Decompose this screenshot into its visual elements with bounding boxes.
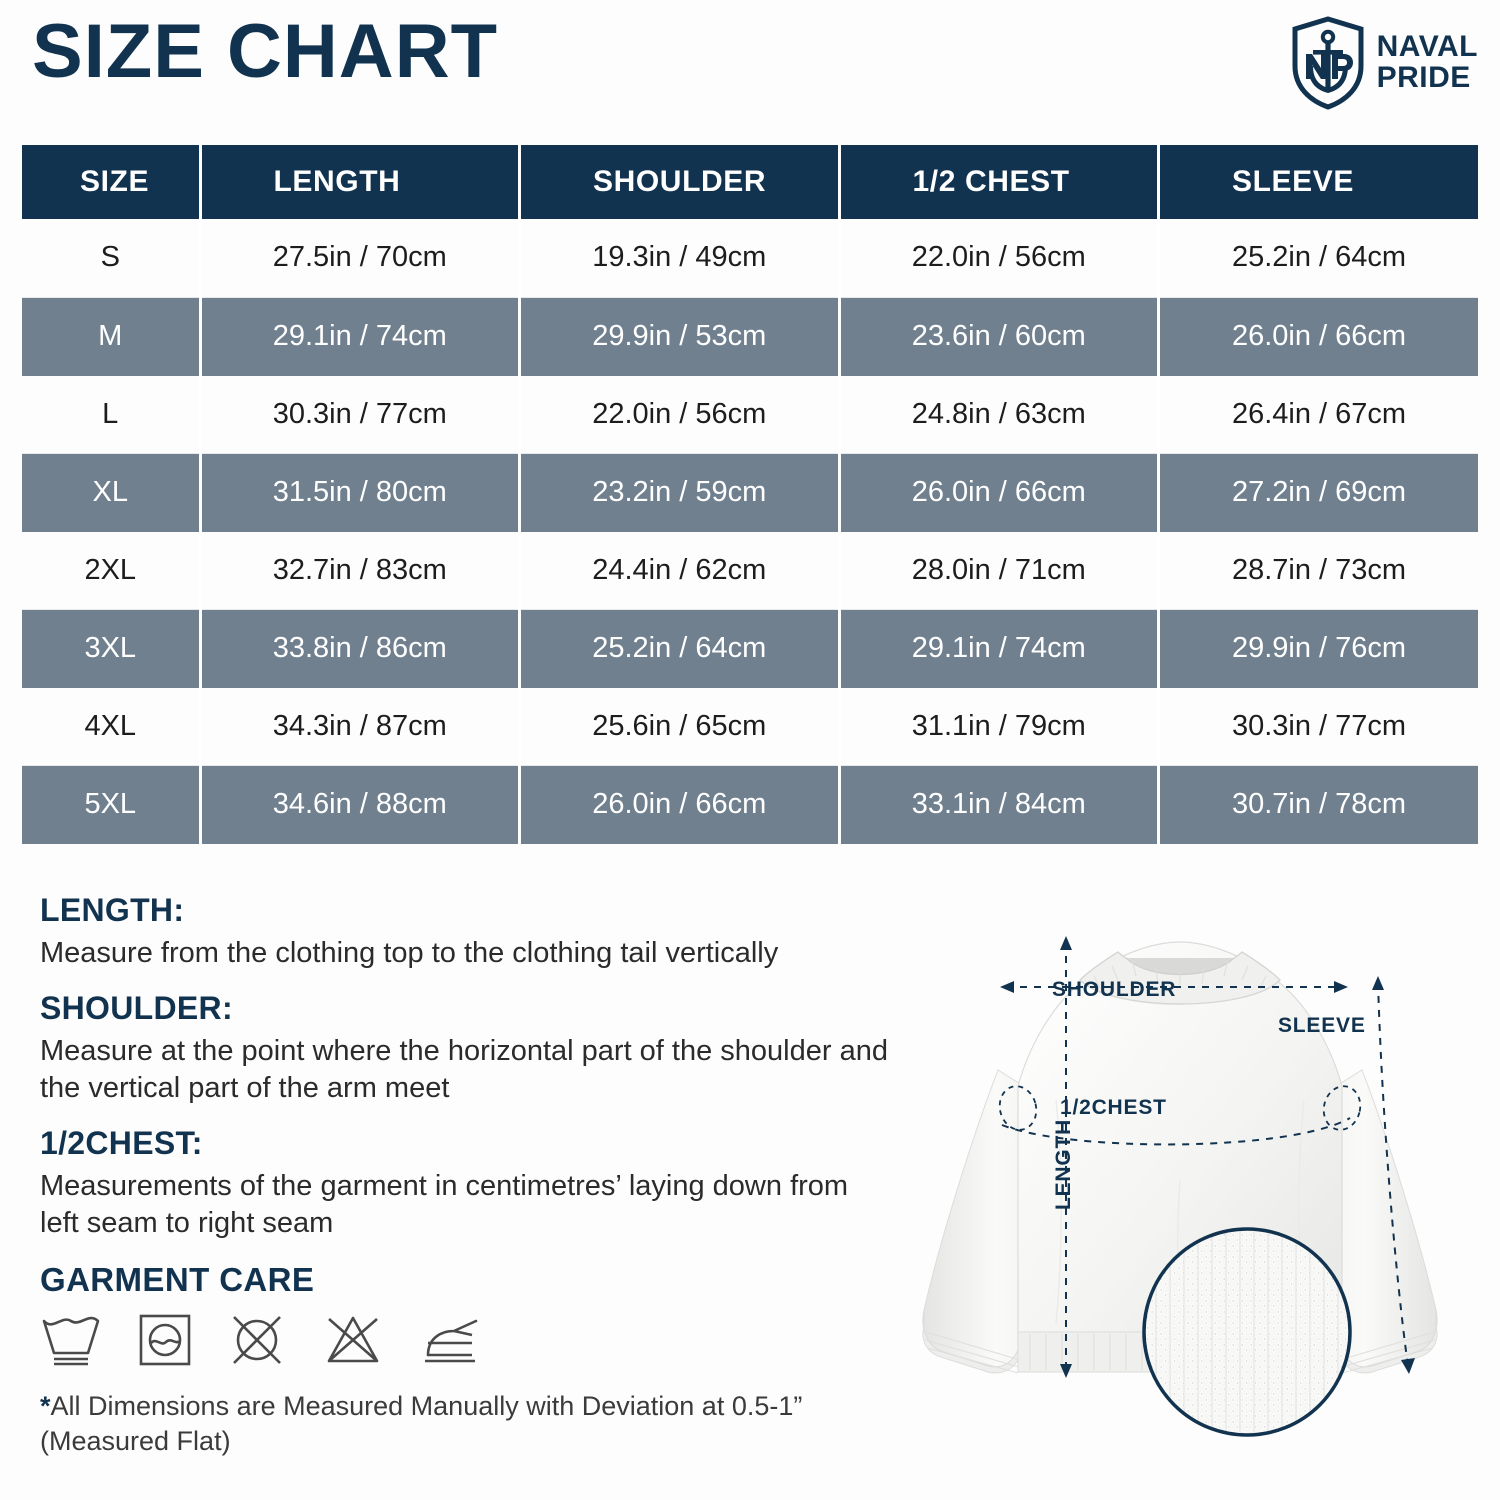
- chest-cell: 24.8in / 63cm: [839, 375, 1160, 454]
- table-row: M 29.1in / 74cm 29.9in / 53cm 23.6in / 60cm…: [22, 297, 1478, 376]
- size-cell: 3XL: [22, 609, 202, 688]
- length-cell: 33.8in / 86cm: [200, 609, 521, 688]
- sleeve-cell: 26.0in / 66cm: [1158, 297, 1478, 376]
- table-header-row: SIZE LENGTH SHOULDER 1/2 CHEST SLEEVE: [22, 145, 1478, 219]
- chest-cell: 28.0in / 71cm: [839, 531, 1160, 610]
- brand-wordmark: NAVAL PRIDE: [1377, 32, 1478, 93]
- length-cell: 32.7in / 83cm: [200, 531, 521, 610]
- size-table-body: S 27.5in / 70cm 19.3in / 49cm 22.0in / 56cm…: [22, 219, 1478, 844]
- length-cell: 34.6in / 88cm: [200, 765, 521, 844]
- shoulder-cell: 22.0in / 56cm: [519, 375, 841, 454]
- sleeve-measure-label: SLEEVE: [1278, 1014, 1366, 1037]
- garment-care-heading: GARMENT CARE: [40, 1260, 315, 1298]
- do-not-bleach-icon: [322, 1313, 384, 1367]
- chest-cell: 23.6in / 60cm: [839, 297, 1160, 376]
- length-cell: 29.1in / 74cm: [200, 297, 521, 376]
- sleeve-cell: 28.7in / 73cm: [1158, 531, 1478, 610]
- table-row: 5XL 34.6in / 88cm 26.0in / 66cm 33.1in / 84…: [22, 765, 1478, 844]
- sleeve-cell: 30.7in / 78cm: [1158, 765, 1478, 844]
- column-header-shoulder: SHOULDER: [519, 145, 841, 219]
- table-row: S 27.5in / 70cm 19.3in / 49cm 22.0in / 56cm…: [22, 219, 1478, 298]
- size-cell: 2XL: [22, 531, 202, 610]
- chest-cell: 29.1in / 74cm: [839, 609, 1160, 688]
- size-cell: M: [22, 297, 202, 376]
- deviation-footnote: *All Dimensions are Measured Manually wi…: [40, 1389, 890, 1459]
- length-cell: 34.3in / 87cm: [200, 687, 521, 766]
- chest-cell: 22.0in / 56cm: [839, 219, 1160, 298]
- footnote-star: *: [40, 1390, 51, 1421]
- shoulder-heading: SHOULDER:: [40, 990, 233, 1027]
- brand-line-1: NAVAL: [1376, 30, 1478, 64]
- length-measure-label: LENGTH: [1052, 1118, 1075, 1210]
- do-not-dry-clean-icon: [228, 1313, 286, 1367]
- measurement-guides: [1001, 942, 1409, 1372]
- length-heading: LENGTH:: [40, 892, 185, 928]
- column-header-size: SIZE: [22, 145, 202, 219]
- footnote-text: All Dimensions are Measured Manually wit…: [40, 1390, 803, 1456]
- shoulder-cell: 25.6in / 65cm: [519, 687, 841, 766]
- garment-illustration: SHOULDER 1/2CHEST LENGTH SLEEVE: [880, 880, 1500, 1500]
- shoulder-cell: 24.4in / 62cm: [519, 531, 841, 610]
- measurement-instructions: LENGTH: Measure from the clothing top to…: [40, 892, 890, 1459]
- chest-heading: 1/2CHEST:: [40, 1125, 203, 1162]
- garment-care-icon-row: [40, 1313, 890, 1367]
- size-cell: L: [22, 375, 202, 454]
- chest-description: Measurements of the garment in centimetr…: [40, 1170, 849, 1240]
- table-row: XL 31.5in / 80cm 23.2in / 59cm 26.0in / 66c…: [22, 453, 1478, 532]
- table-row: 4XL 34.3in / 87cm 25.6in / 65cm 31.1in / 79…: [22, 687, 1478, 766]
- length-cell: 31.5in / 80cm: [200, 453, 521, 532]
- size-cell: S: [22, 219, 202, 298]
- page-title: SIZE CHART: [32, 9, 498, 94]
- size-cell: 4XL: [22, 687, 202, 766]
- tumble-dry-square-icon: [138, 1313, 192, 1367]
- page-header: SIZE CHART: [0, 0, 1500, 140]
- shoulder-measure-label: SHOULDER: [1052, 978, 1177, 1001]
- length-cell: 30.3in / 77cm: [200, 375, 521, 454]
- chest-cell: 31.1in / 79cm: [839, 687, 1160, 766]
- shoulder-cell: 26.0in / 66cm: [519, 765, 841, 844]
- sleeve-cell: 27.2in / 69cm: [1158, 453, 1478, 532]
- shoulder-cell: 25.2in / 64cm: [519, 609, 841, 688]
- shoulder-cell: 19.3in / 49cm: [519, 219, 841, 298]
- table-row: 3XL 33.8in / 86cm 25.2in / 64cm 29.1in / 74…: [22, 609, 1478, 688]
- sleeve-cell: 25.2in / 64cm: [1158, 219, 1478, 298]
- sleeve-cell: 29.9in / 76cm: [1158, 609, 1478, 688]
- length-cell: 27.5in / 70cm: [200, 219, 521, 298]
- chest-cell: 26.0in / 66cm: [839, 453, 1160, 532]
- size-cell: 5XL: [22, 765, 202, 844]
- wash-tub-icon: [40, 1313, 102, 1367]
- iron-icon: [420, 1313, 482, 1367]
- measurement-arrowheads: [1000, 936, 1415, 1378]
- brand-line-2: PRIDE: [1376, 61, 1471, 94]
- column-header-sleeve: SLEEVE: [1158, 145, 1478, 219]
- shoulder-cell: 23.2in / 59cm: [519, 453, 841, 532]
- table-row: 2XL 32.7in / 83cm 24.4in / 62cm 28.0in / 71…: [22, 531, 1478, 610]
- shoulder-description: Measure at the point where the horizonta…: [40, 1035, 888, 1105]
- fabric-texture-zoom-circle: [1142, 1227, 1352, 1437]
- sleeve-cell: 30.3in / 77cm: [1158, 687, 1478, 766]
- shield-anchor-logo-icon: [1291, 16, 1365, 110]
- shoulder-cell: 29.9in / 53cm: [519, 297, 841, 376]
- brand-logo: NAVAL PRIDE: [1291, 16, 1478, 110]
- chest-measure-label: 1/2CHEST: [1060, 1096, 1167, 1119]
- column-header-length: LENGTH: [200, 145, 521, 219]
- chest-cell: 33.1in / 84cm: [839, 765, 1160, 844]
- length-description: Measure from the clothing top to the clo…: [40, 937, 779, 969]
- sleeve-cell: 26.4in / 67cm: [1158, 375, 1478, 454]
- column-header-chest: 1/2 CHEST: [839, 145, 1160, 219]
- table-row: L 30.3in / 77cm 22.0in / 56cm 24.8in / 63cm…: [22, 375, 1478, 454]
- size-cell: XL: [22, 453, 202, 532]
- sweatshirt-diagram: [922, 936, 1438, 1437]
